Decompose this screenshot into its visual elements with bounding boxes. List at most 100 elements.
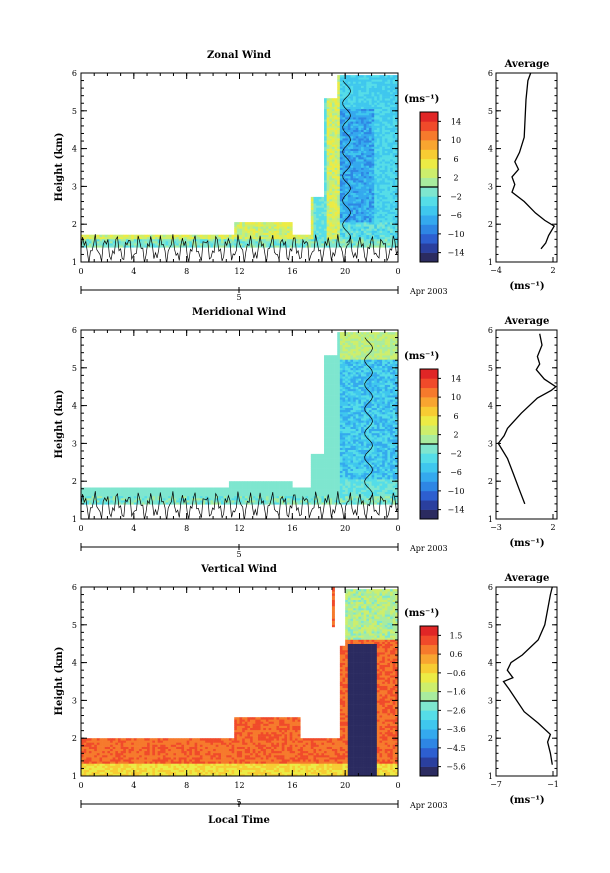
- heatmap-cell: [366, 110, 370, 114]
- heatmap-cell: [382, 173, 386, 177]
- heatmap-cell: [329, 150, 333, 154]
- heatmap-cell: [379, 75, 383, 78]
- heatmap-cell: [353, 133, 357, 137]
- heatmap-cell: [347, 161, 351, 164]
- heatmap-cell: [387, 91, 391, 95]
- heatmap-cell: [355, 378, 359, 381]
- heatmap-cell: [347, 414, 351, 417]
- heatmap-cell: [324, 159, 327, 162]
- heatmap-cell: [316, 245, 320, 248]
- heatmap-cell: [387, 217, 391, 221]
- heatmap-cell: [337, 493, 341, 497]
- heatmap-cell: [184, 236, 187, 240]
- heatmap-cell: [313, 460, 317, 463]
- heatmap-cell: [284, 491, 288, 495]
- heatmap-cell: [366, 215, 370, 219]
- heatmap-cell: [382, 152, 386, 156]
- heatmap-cell: [107, 236, 111, 240]
- heatmap-cell: [382, 188, 386, 191]
- heatmap-cell: [316, 498, 320, 501]
- heatmap-cell: [355, 85, 359, 88]
- heatmap-cell: [379, 157, 383, 160]
- heatmap-cell: [331, 464, 335, 467]
- heatmap-cell: [347, 144, 351, 147]
- heatmap-cell: [99, 491, 103, 495]
- heatmap-cell: [228, 241, 232, 244]
- heatmap-cell: [334, 117, 338, 120]
- heatmap-cell: [131, 489, 135, 492]
- heatmap-cell: [339, 188, 343, 191]
- heatmap-cell: [395, 196, 398, 200]
- heatmap-cell: [361, 184, 364, 187]
- heatmap-cell: [326, 226, 330, 229]
- heatmap-cell: [355, 359, 359, 362]
- heatmap-cell: [384, 180, 388, 183]
- colorbar-tick-label: −10: [448, 230, 465, 239]
- heatmap-cell: [120, 489, 124, 492]
- heatmap-cell: [329, 411, 333, 415]
- heatmap-cell: [342, 159, 346, 162]
- heatmap-cell: [334, 367, 338, 371]
- heatmap-cell: [339, 129, 343, 133]
- heatmap-cell: [339, 190, 343, 193]
- heatmap-cell: [382, 230, 386, 233]
- heatmap-cell: [205, 502, 209, 505]
- heatmap-cell: [133, 236, 137, 240]
- heatmap-cell: [334, 194, 338, 198]
- heatmap-cell: [334, 234, 338, 238]
- heatmap-cell: [384, 188, 388, 191]
- heatmap-cell: [390, 232, 394, 235]
- heatmap-cell: [221, 238, 224, 242]
- heatmap-cell: [297, 489, 301, 492]
- heatmap-cell: [355, 369, 359, 373]
- heatmap-cell: [347, 203, 351, 206]
- heatmap-cell: [329, 487, 333, 490]
- heatmap-cell: [324, 447, 327, 450]
- heatmap-cell: [384, 194, 388, 198]
- heatmap-cell: [374, 199, 378, 202]
- heatmap-cell: [265, 224, 269, 227]
- heatmap-cell: [366, 146, 370, 149]
- heatmap-cell: [347, 207, 351, 210]
- heatmap-cell: [339, 403, 343, 406]
- heatmap-cell: [302, 234, 306, 238]
- heatmap-cell: [186, 498, 190, 501]
- heatmap-cell: [300, 495, 304, 499]
- heatmap-cell: [324, 173, 327, 177]
- heatmap-cell: [218, 495, 222, 499]
- heatmap-cell: [265, 222, 269, 225]
- heatmap-cell: [123, 493, 127, 497]
- heatmap-cell: [342, 213, 346, 217]
- heatmap-cell: [131, 241, 135, 244]
- heatmap-cell: [144, 489, 148, 492]
- heatmap-cell: [104, 493, 108, 497]
- heatmap-cell: [331, 365, 335, 369]
- heatmap-cell: [197, 487, 201, 490]
- heatmap-cell: [376, 238, 380, 242]
- heatmap-cell: [384, 161, 388, 164]
- heatmap-cell: [345, 165, 349, 168]
- heatmap-cell: [326, 449, 330, 453]
- heatmap-cell: [395, 226, 398, 229]
- heatmap-cell: [294, 487, 298, 490]
- heatmap-cell: [265, 489, 269, 492]
- heatmap-cell: [268, 495, 272, 499]
- heatmap-cell: [242, 234, 246, 238]
- heatmap-cell: [184, 495, 187, 499]
- heatmap-cell: [361, 106, 364, 109]
- heatmap-cell: [334, 138, 338, 141]
- heatmap-cell: [355, 150, 359, 154]
- profile-y-tick-label: 3: [488, 182, 493, 191]
- heatmap-cell: [339, 222, 343, 225]
- heatmap-cell: [342, 409, 346, 413]
- heatmap-cell: [168, 234, 172, 238]
- heatmap-cell: [358, 125, 362, 128]
- heatmap-cell: [99, 500, 103, 503]
- heatmap-cell: [350, 500, 354, 503]
- heatmap-cell: [345, 395, 349, 398]
- heatmap-cell: [366, 236, 370, 240]
- heatmap-cell: [366, 127, 370, 130]
- heatmap-cell: [334, 399, 338, 402]
- heatmap-cell: [329, 171, 333, 175]
- heatmap-cell: [361, 144, 364, 147]
